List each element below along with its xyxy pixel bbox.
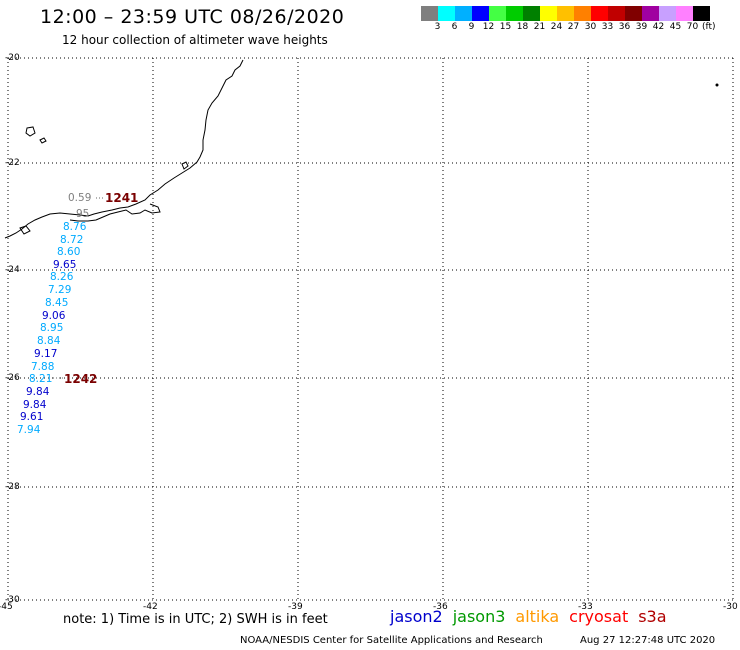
data-point-dot bbox=[715, 83, 719, 87]
longitude-label: -45 bbox=[0, 602, 13, 612]
legend-label: 27 bbox=[567, 22, 580, 32]
wave-height-label: 8.60 bbox=[57, 246, 81, 258]
latitude-label: -30 bbox=[5, 595, 20, 605]
timestamp: Aug 27 12:27:48 UTC 2020 bbox=[580, 635, 716, 646]
pass-label-1242: 1242 bbox=[64, 372, 98, 386]
legend-swatch bbox=[574, 6, 591, 21]
wave-height-label: 8.26 bbox=[50, 271, 74, 283]
wave-height-label: 8.72 bbox=[60, 234, 84, 246]
legend-label: 3 bbox=[434, 22, 441, 32]
legend-label: 42 bbox=[652, 22, 665, 32]
wave-height-label: 8.84 bbox=[37, 335, 61, 347]
legend-label: 39 bbox=[635, 22, 648, 32]
legend-swatch bbox=[489, 6, 506, 21]
wave-height-label: 7.29 bbox=[48, 284, 72, 296]
footer-note: note: 1) Time is in UTC; 2) SWH is in fe… bbox=[63, 612, 328, 627]
legend-label: 21 bbox=[533, 22, 546, 32]
wave-height-label: 8.45 bbox=[45, 297, 69, 309]
satellite-jason3: jason3 bbox=[452, 607, 506, 626]
wave-height-label: 9.84 bbox=[23, 399, 47, 411]
legend-swatch bbox=[455, 6, 472, 21]
legend-swatch bbox=[608, 6, 625, 21]
chart-title: 12:00 – 23:59 UTC 08/26/2020 bbox=[40, 6, 345, 28]
wave-height-label: 9.65 bbox=[53, 259, 77, 271]
island-3 bbox=[39, 137, 47, 144]
legend-swatch bbox=[642, 6, 659, 21]
legend-label: 36 bbox=[618, 22, 631, 32]
legend-swatch bbox=[506, 6, 523, 21]
longitude-label: -33 bbox=[578, 602, 593, 612]
wave-height-label: 7.94 bbox=[17, 424, 41, 436]
latitude-label: -20 bbox=[5, 53, 20, 63]
island-2 bbox=[25, 126, 36, 137]
chart-subtitle: 12 hour collection of altimeter wave hei… bbox=[62, 33, 328, 47]
legend-swatch bbox=[472, 6, 489, 21]
legend-label: 45 bbox=[669, 22, 682, 32]
longitude-label: -36 bbox=[433, 602, 448, 612]
wave-height-label: 8.95 bbox=[40, 322, 64, 334]
color-legend bbox=[421, 6, 710, 21]
latitude-label: -28 bbox=[5, 482, 20, 492]
satellite-s3a: s3a bbox=[638, 607, 667, 626]
credit-text: NOAA/NESDIS Center for Satellite Applica… bbox=[240, 635, 543, 646]
coastline-path bbox=[4, 59, 244, 239]
island-4 bbox=[19, 225, 31, 235]
legend-swatch bbox=[438, 6, 455, 21]
legend-labels: 3 6 9 12 15 18 21 24 27 30 33 36 39 42 45 70 (ft) bbox=[429, 22, 716, 32]
legend-label: 24 bbox=[550, 22, 563, 32]
legend-unit: (ft) bbox=[702, 22, 716, 32]
wave-height-label: 7.88 bbox=[31, 361, 55, 373]
satellite-cryosat: cryosat bbox=[569, 607, 629, 626]
longitude-label: -30 bbox=[723, 602, 738, 612]
wave-height-label: 9.06 bbox=[42, 310, 66, 322]
satellite-altika: altika bbox=[515, 607, 560, 626]
legend-label: 70 bbox=[686, 22, 699, 32]
bay-outline bbox=[69, 203, 161, 222]
grid-lines bbox=[7, 57, 734, 601]
legend-label: 6 bbox=[451, 22, 458, 32]
legend-swatch bbox=[676, 6, 693, 21]
latitude-label: -22 bbox=[5, 158, 20, 168]
legend-swatch bbox=[523, 6, 540, 21]
island-1 bbox=[181, 161, 189, 170]
legend-label: 18 bbox=[516, 22, 529, 32]
latitude-label: -26 bbox=[5, 373, 20, 383]
legend-label: 9 bbox=[468, 22, 475, 32]
legend-swatch bbox=[693, 6, 710, 21]
wave-height-label: 8.21 bbox=[29, 373, 53, 385]
wave-height-label: 9.17 bbox=[34, 348, 58, 360]
legend-swatch bbox=[557, 6, 574, 21]
satellite-legend: jason2 jason3 altika cryosat s3a bbox=[390, 607, 677, 626]
pass-tracks bbox=[53, 197, 104, 379]
pass-label-1241: 1241 bbox=[105, 191, 139, 205]
legend-swatch bbox=[625, 6, 642, 21]
wave-height-label: 0.59 bbox=[68, 192, 92, 204]
legend-label: 30 bbox=[584, 22, 597, 32]
legend-swatch bbox=[659, 6, 676, 21]
legend-label: 33 bbox=[601, 22, 614, 32]
legend-label: 12 bbox=[482, 22, 495, 32]
longitude-label: -39 bbox=[288, 602, 303, 612]
legend-swatch bbox=[540, 6, 557, 21]
wave-height-label: 95 bbox=[76, 208, 90, 220]
credit-line: NOAA/NESDIS Center for Satellite Applica… bbox=[240, 635, 715, 646]
wave-height-label: 9.84 bbox=[26, 386, 50, 398]
wave-height-label: 9.61 bbox=[20, 411, 44, 423]
satellite-jason2: jason2 bbox=[390, 607, 443, 626]
latitude-label: -24 bbox=[5, 265, 20, 275]
legend-label: 15 bbox=[499, 22, 512, 32]
legend-swatch bbox=[591, 6, 608, 21]
wave-height-label: 8.76 bbox=[63, 221, 87, 233]
longitude-label: -42 bbox=[143, 602, 158, 612]
legend-swatch bbox=[421, 6, 438, 21]
coastline bbox=[4, 59, 244, 239]
